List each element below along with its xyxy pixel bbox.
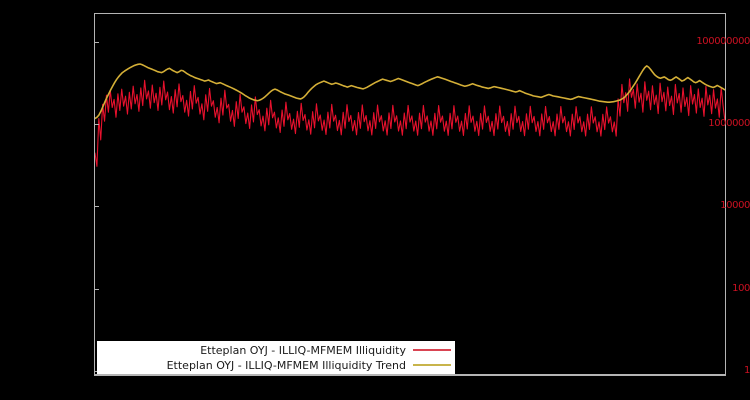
legend-label-illiquidity-trend: Etteplan OYJ - ILLIQ-MFMEM Illiquidity T… — [166, 358, 406, 372]
legend-item-illiquidity[interactable]: Etteplan OYJ - ILLIQ-MFMEM Illiquidity — [97, 343, 451, 358]
legend-swatch-illiquidity-trend — [413, 364, 451, 366]
plot-area — [94, 13, 726, 375]
series-group — [95, 63, 725, 167]
legend-baseline-rule — [94, 375, 726, 376]
series-line-illiquidity — [95, 78, 725, 167]
legend-swatch-illiquidity — [413, 349, 451, 351]
series-line-illiquidity-trend — [95, 63, 725, 120]
chart-legend[interactable]: Etteplan OYJ - ILLIQ-MFMEM Illiquidity E… — [97, 341, 455, 374]
legend-item-illiquidity-trend[interactable]: Etteplan OYJ - ILLIQ-MFMEM Illiquidity T… — [97, 358, 451, 373]
plot-svg — [95, 63, 725, 167]
legend-label-illiquidity: Etteplan OYJ - ILLIQ-MFMEM Illiquidity — [200, 343, 406, 357]
